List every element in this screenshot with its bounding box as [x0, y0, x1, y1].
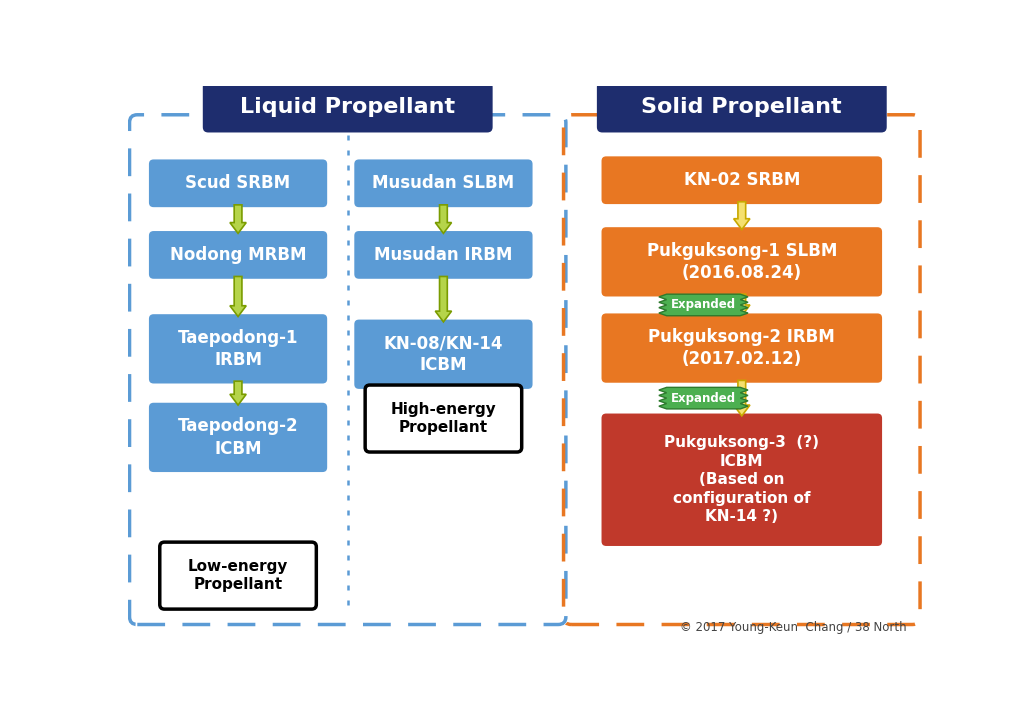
Text: Nodong MRBM: Nodong MRBM	[170, 246, 306, 264]
Text: © 2017 Young-Keun  Chang / 38 North: © 2017 Young-Keun Chang / 38 North	[680, 620, 907, 633]
FancyBboxPatch shape	[160, 542, 316, 609]
Text: Pukguksong-1 SLBM
(2016.08.24): Pukguksong-1 SLBM (2016.08.24)	[646, 242, 837, 282]
Text: Low-energy
Propellant: Low-energy Propellant	[187, 559, 288, 592]
Text: Expanded: Expanded	[671, 298, 736, 311]
FancyBboxPatch shape	[354, 319, 532, 389]
FancyBboxPatch shape	[354, 160, 532, 207]
FancyArrow shape	[230, 277, 246, 316]
Text: Scud SRBM: Scud SRBM	[185, 174, 291, 192]
FancyBboxPatch shape	[601, 156, 882, 204]
FancyBboxPatch shape	[148, 314, 328, 383]
Polygon shape	[658, 294, 748, 316]
Text: KN-08/KN-14
ICBM: KN-08/KN-14 ICBM	[384, 334, 503, 375]
FancyArrow shape	[230, 381, 246, 405]
Text: Taepodong-1
IRBM: Taepodong-1 IRBM	[178, 329, 298, 369]
Text: Solid Propellant: Solid Propellant	[641, 97, 842, 117]
Text: KN-02 SRBM: KN-02 SRBM	[684, 171, 800, 189]
FancyBboxPatch shape	[597, 82, 887, 132]
FancyBboxPatch shape	[354, 231, 532, 279]
FancyBboxPatch shape	[148, 160, 328, 207]
FancyBboxPatch shape	[601, 413, 882, 546]
FancyBboxPatch shape	[601, 313, 882, 383]
FancyArrow shape	[435, 277, 452, 322]
Text: Liquid Propellant: Liquid Propellant	[241, 97, 456, 117]
FancyArrow shape	[733, 202, 750, 229]
FancyBboxPatch shape	[601, 227, 882, 296]
FancyBboxPatch shape	[203, 82, 493, 132]
Text: Pukguksong-2 IRBM
(2017.02.12): Pukguksong-2 IRBM (2017.02.12)	[648, 328, 836, 368]
FancyArrow shape	[733, 380, 750, 416]
Text: Pukguksong-3  (?)
ICBM
(Based on
configuration of
KN-14 ?): Pukguksong-3 (?) ICBM (Based on configur…	[665, 435, 819, 524]
FancyBboxPatch shape	[148, 231, 328, 279]
Text: High-energy
Propellant: High-energy Propellant	[390, 402, 497, 435]
FancyArrow shape	[435, 205, 452, 234]
Text: Taepodong-2
ICBM: Taepodong-2 ICBM	[178, 417, 298, 457]
Polygon shape	[658, 388, 748, 409]
FancyBboxPatch shape	[148, 403, 328, 472]
FancyArrow shape	[733, 294, 750, 316]
FancyBboxPatch shape	[366, 385, 521, 452]
Text: Musudan IRBM: Musudan IRBM	[374, 246, 513, 264]
Text: Expanded: Expanded	[671, 392, 736, 405]
FancyArrow shape	[230, 205, 246, 234]
Text: Musudan SLBM: Musudan SLBM	[373, 174, 514, 192]
